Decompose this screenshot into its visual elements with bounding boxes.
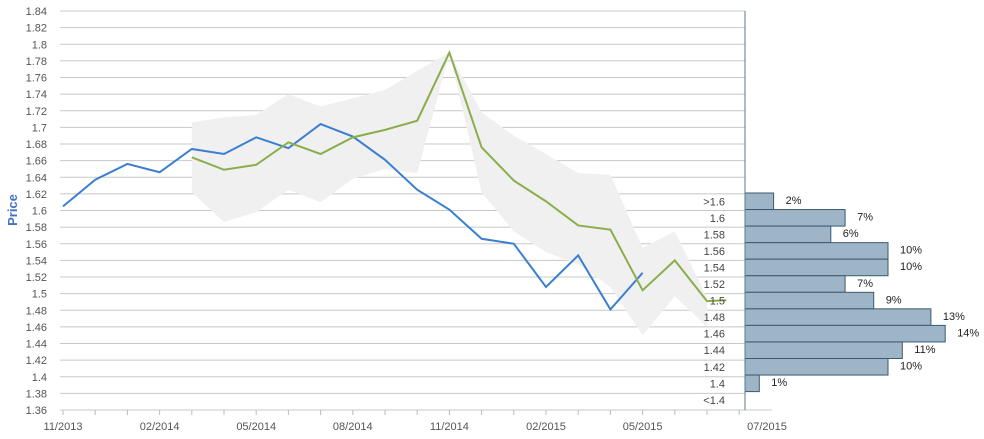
y-tick-label: 1.64 (26, 172, 47, 184)
histogram-bin-label: <1.4 (703, 395, 725, 407)
grid-lines (60, 10, 745, 411)
y-tick-label: 1.54 (26, 255, 47, 267)
histogram-bar (744, 275, 846, 293)
y-tick-label: 1.6 (32, 206, 47, 218)
histogram-bin-label: 1.6 (710, 213, 725, 225)
histogram-percent-label: 7% (857, 212, 873, 224)
y-tick-label: 1.36 (26, 405, 47, 417)
y-tick-label: 1.72 (26, 106, 47, 118)
histogram-bin-label: 1.54 (704, 262, 725, 274)
y-tick-label: 1.4 (32, 372, 47, 384)
y-tick-label: 1.68 (26, 139, 47, 151)
histogram-bar (744, 225, 832, 244)
x-tick-label: 11/2014 (430, 421, 469, 433)
histogram-bin-label: 1.4 (710, 378, 725, 390)
histogram-bin-label: 1.52 (704, 279, 725, 291)
y-tick-label: 1.56 (26, 239, 47, 251)
y-tick-label: 1.74 (26, 89, 47, 101)
histogram-bin-label: 1.44 (704, 345, 725, 357)
series-line-projected (191, 49, 727, 303)
x-tick-label: 05/2015 (623, 421, 663, 433)
y-tick-label: 1.76 (26, 73, 47, 85)
x-tick-label: 11/2013 (44, 421, 83, 433)
y-tick-label: 1.66 (26, 156, 47, 168)
histogram-bin-label: 1.48 (704, 312, 725, 324)
histogram-percent-label: 9% (886, 294, 902, 306)
histogram-bar (744, 374, 760, 393)
y-tick-label: 1.48 (26, 305, 47, 317)
y-tick-label: 1.46 (26, 322, 47, 334)
histogram-bin-label: 1.56 (704, 246, 725, 258)
histogram-bar (744, 209, 846, 227)
y-tick-label: 1.84 (26, 6, 47, 18)
histogram-percent-label: 2% (786, 195, 802, 207)
x-tick-label: 05/2014 (236, 421, 276, 433)
histogram-percent-label: 1% (771, 377, 787, 389)
histogram-bar (744, 341, 903, 360)
x-tick-label: 02/2014 (140, 421, 180, 433)
histogram-bar (744, 192, 775, 211)
y-axis-label: Price (5, 194, 20, 226)
y-tick-label: 1.8 (32, 39, 47, 51)
series-lines (62, 49, 727, 312)
y-tick-label: 1.42 (26, 355, 47, 367)
histogram-bar (744, 324, 946, 343)
histogram-percent-label: 7% (857, 278, 873, 290)
histogram-percent-label: 6% (843, 228, 859, 240)
y-tick-label: 1.44 (26, 339, 47, 351)
y-tick-label: 1.38 (26, 388, 47, 400)
y-tick-label: 1.78 (26, 56, 47, 68)
x-tick-label: 08/2014 (333, 421, 373, 433)
histogram-percent-label: 10% (900, 261, 922, 273)
histogram-bar (744, 258, 889, 277)
histogram-bin-label: 1.58 (704, 229, 725, 241)
histogram-bin-label: 1.42 (704, 362, 725, 374)
histogram-percent-label: 10% (900, 361, 922, 373)
histogram-percent-label: 13% (943, 311, 965, 323)
histogram-bar (744, 291, 875, 310)
histogram-bar (744, 242, 889, 260)
histogram-bin-label: 1.46 (704, 329, 725, 341)
histogram-bar (744, 308, 932, 326)
x-tick-label: 02/2015 (526, 421, 566, 433)
y-tick-label: 1.5 (32, 289, 47, 301)
histogram-bin-label: 1.5 (710, 296, 725, 308)
y-tick-label: 1.58 (26, 222, 47, 234)
y-tick-label: 1.62 (26, 189, 47, 201)
x-tick-label: 07/2015 (747, 421, 787, 433)
axes: 1.36 1.38 1.4 1.42 1.44 1.46 1.48 1.5 1.52 1.54 1.… (26, 6, 787, 433)
distribution-histogram: >1.6 2% 1.6 7% 1.58 6% 1.56 10% 1.54 10% 1.52 7% 1.5… (703, 192, 979, 407)
histogram-percent-label: 11% (914, 344, 935, 356)
y-tick-label: 1.82 (26, 23, 47, 35)
y-tick-label: 1.52 (26, 272, 47, 284)
histogram-bin-label: >1.6 (703, 196, 725, 208)
histogram-percent-label: 14% (957, 327, 979, 339)
histogram-percent-label: 10% (900, 245, 922, 257)
y-tick-label: 1.7 (32, 122, 47, 134)
histogram-bar (744, 358, 889, 376)
